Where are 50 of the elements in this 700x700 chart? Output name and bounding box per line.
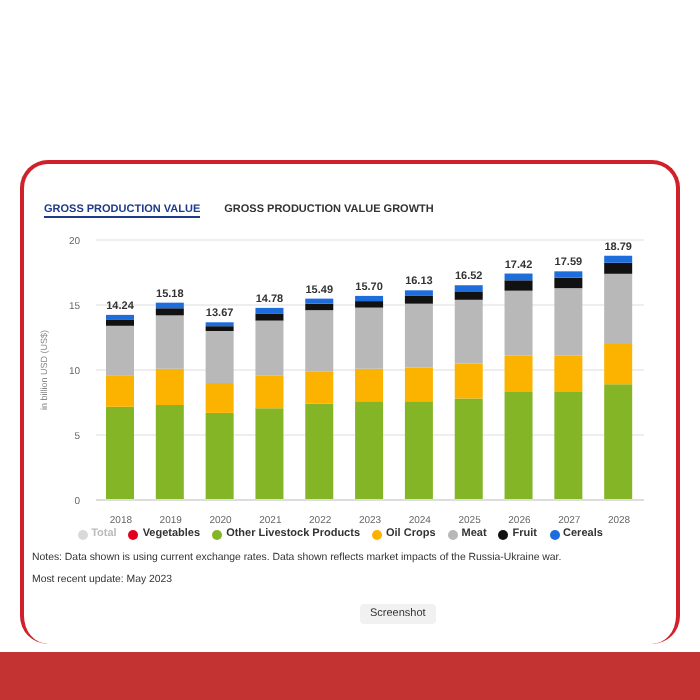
bar — [255, 313, 284, 321]
bar — [404, 367, 433, 402]
bar — [504, 280, 533, 291]
bar — [454, 398, 483, 500]
bar — [554, 277, 583, 289]
bar — [205, 383, 234, 413]
bar — [404, 401, 433, 500]
bar — [504, 290, 533, 356]
bar — [355, 401, 384, 500]
bar — [305, 403, 334, 500]
bar — [155, 405, 184, 500]
bar — [454, 299, 483, 364]
bar — [255, 408, 284, 500]
bar — [305, 303, 334, 311]
bar — [554, 288, 583, 356]
bar — [255, 320, 284, 376]
bar — [355, 301, 384, 308]
bar — [355, 368, 384, 402]
bar — [454, 285, 483, 292]
bar — [554, 271, 583, 278]
bar — [155, 308, 184, 316]
bar — [305, 298, 334, 304]
bar — [554, 355, 583, 393]
bar — [504, 392, 533, 500]
bar — [404, 290, 433, 296]
bar — [106, 406, 134, 500]
bar — [604, 262, 633, 274]
bar — [454, 291, 483, 300]
bar — [355, 307, 384, 369]
bar — [504, 355, 533, 393]
bar — [404, 295, 433, 304]
bar — [404, 303, 433, 368]
bar — [205, 412, 234, 500]
bar — [604, 344, 633, 385]
bar — [155, 315, 184, 369]
bar — [106, 375, 134, 407]
bar — [604, 273, 633, 344]
bar — [604, 384, 633, 500]
bar — [155, 368, 184, 406]
bar — [355, 295, 384, 302]
bar — [604, 255, 633, 263]
bar — [106, 325, 134, 376]
bar — [454, 363, 483, 399]
bar — [106, 319, 134, 326]
bar — [305, 310, 334, 372]
bar — [305, 371, 334, 404]
bar — [205, 331, 234, 383]
bar — [255, 375, 284, 409]
bar — [554, 392, 583, 500]
bar — [106, 314, 134, 320]
